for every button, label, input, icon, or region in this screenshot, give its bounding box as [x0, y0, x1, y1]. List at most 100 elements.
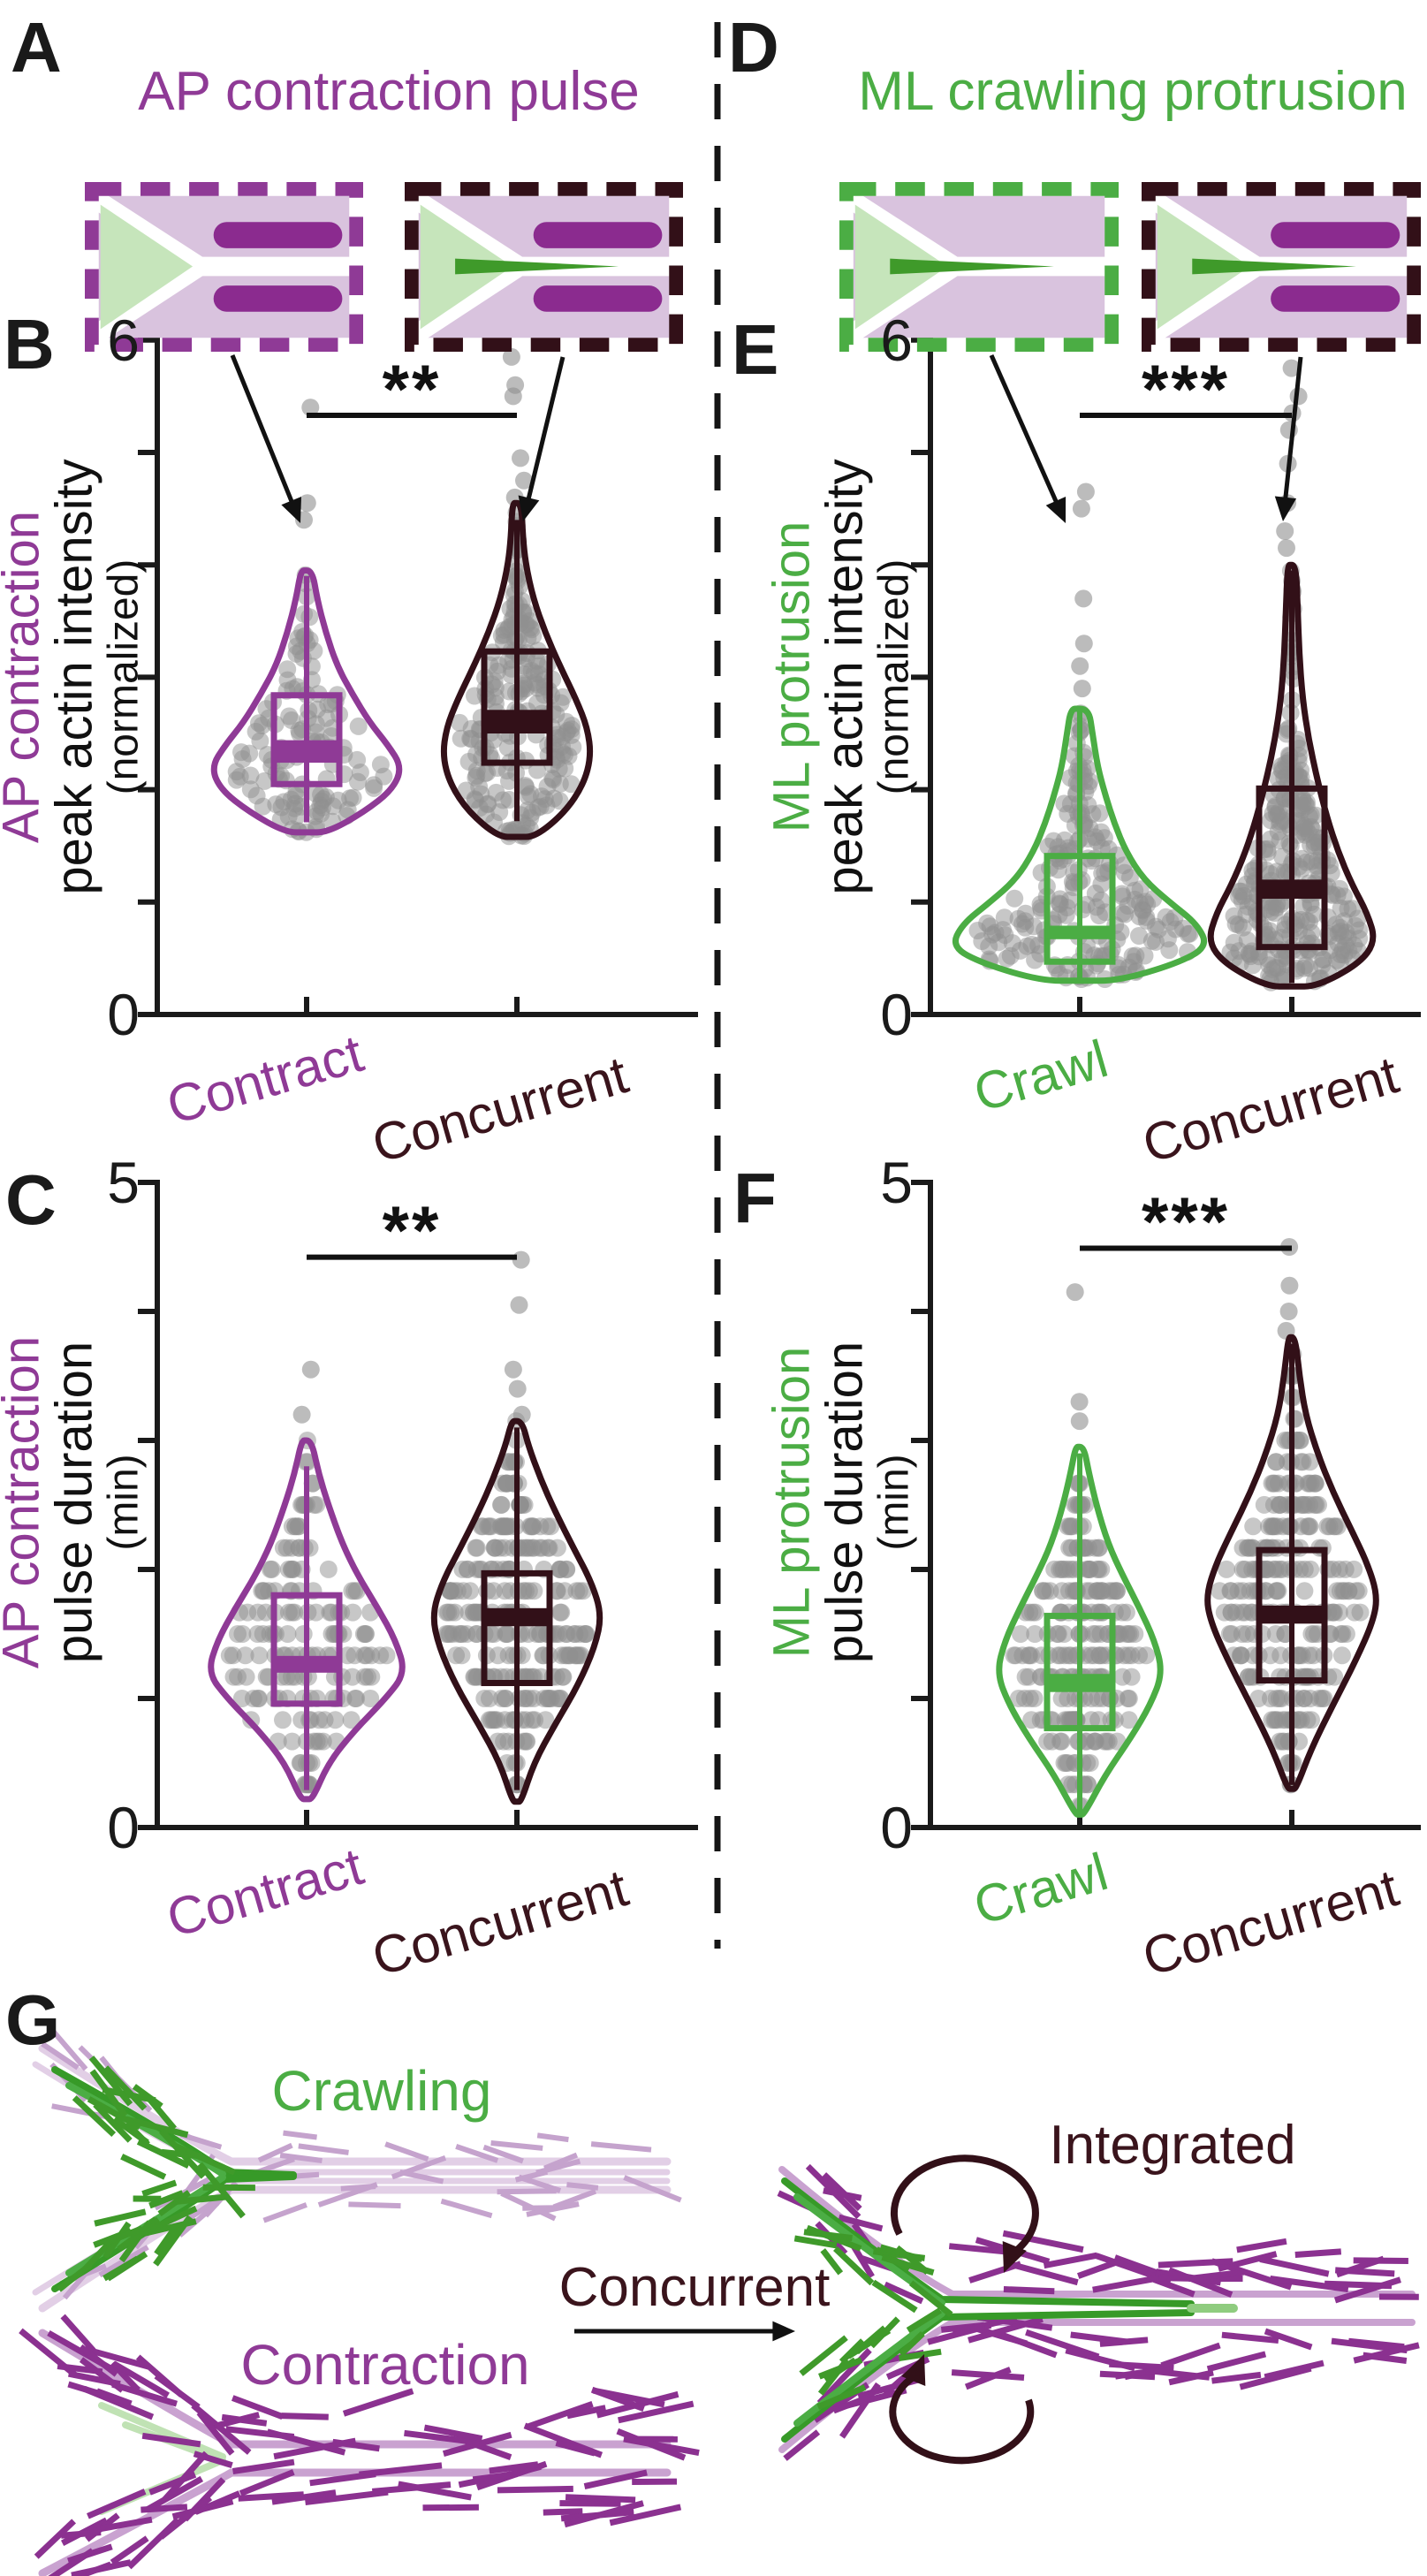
median-band [1259, 879, 1325, 899]
contraction-bar [1271, 285, 1400, 312]
violin-outline [952, 705, 1208, 984]
outlier-dot [1074, 635, 1093, 653]
b-ylabel-line2: peak actin intensity [46, 459, 104, 895]
box [270, 1592, 343, 1707]
g-contraction-art [19, 2314, 700, 2576]
median-band [484, 710, 550, 733]
contraction-bar [213, 285, 343, 312]
c-ymin-label: 0 [107, 1795, 140, 1860]
panel-e-plot [911, 337, 1421, 1017]
outlier-dot [1279, 1303, 1298, 1320]
outlier-dot [1066, 1283, 1084, 1302]
g-integrated-label: Integrated [1049, 2115, 1296, 2176]
axes-C [138, 1180, 698, 1830]
violin-concurrent-e [1207, 359, 1377, 992]
median-band [274, 740, 339, 764]
outlier-dot [1276, 522, 1294, 540]
g-crawling-art [32, 2027, 682, 2313]
violin-outline [996, 1443, 1164, 1818]
schematic-arrows [230, 353, 1303, 523]
violin-concurrent-f [1204, 1238, 1379, 1794]
f-y-axis-label: ML protrusion pulse duration (min) [763, 1341, 918, 1664]
violin-outline [1207, 561, 1377, 990]
outlier-dot [508, 1379, 527, 1398]
outlier-dot [506, 376, 525, 394]
median-band [484, 1607, 550, 1627]
f-significance: *** [1141, 1182, 1231, 1260]
outlier-dot [1070, 1393, 1089, 1411]
contraction-bar [1271, 222, 1400, 248]
outlier-dot [512, 449, 529, 467]
axes-F [911, 1180, 1421, 1830]
f-ymax-label: 5 [880, 1150, 913, 1215]
box [481, 1569, 553, 1686]
protrusion-spike [1192, 258, 1356, 275]
schematic-box-contract-pulse-cell [85, 182, 363, 353]
outlier-dot [298, 494, 316, 513]
e-ylabel-line3: (normalized) [870, 559, 918, 795]
data-dots [968, 483, 1199, 988]
violin-concurrent-b [440, 347, 594, 846]
panel-letter-g: G [5, 1980, 61, 2059]
outlier-dot [1074, 589, 1093, 608]
outlier-dot [1076, 483, 1095, 501]
violin-outline [208, 1437, 406, 1803]
box [481, 648, 553, 766]
axes-B [138, 337, 698, 1017]
violin-outline [1204, 1334, 1379, 1792]
outlier-dot [1278, 539, 1295, 558]
c-ylabel-line1: AP contraction [0, 1335, 50, 1669]
panel-b-plot [138, 337, 698, 1017]
median-band [1259, 1605, 1325, 1624]
outlier-dot [301, 399, 320, 417]
e-y-axis-label: ML protrusion peak actin intensity (norm… [763, 459, 918, 894]
outlier-dot [1073, 680, 1091, 698]
box [1044, 853, 1116, 965]
data-dots [227, 399, 393, 841]
outlier-dot [1280, 1276, 1299, 1295]
c-y-axis-label: AP contraction pulse duration (min) [0, 1335, 148, 1669]
b-ylabel-line1: AP contraction [0, 510, 50, 844]
violin-outline [430, 1417, 603, 1805]
outlier-dot [515, 471, 533, 490]
protrusion-spike [890, 258, 1054, 275]
panel-f-plot [911, 1180, 1421, 1830]
g-integrated-art [777, 2154, 1420, 2465]
axes-E [911, 337, 1421, 1017]
schematic-box-concurrent-cell-ap [405, 182, 683, 353]
e-ylabel-line1: ML protrusion [763, 521, 821, 833]
box [270, 692, 343, 787]
g-concurrent-arrow [574, 2321, 795, 2342]
integration-loop-top [890, 2154, 1039, 2257]
violin-outline [440, 499, 594, 840]
outlier-dot [301, 1360, 320, 1379]
violin-contract-b [210, 399, 403, 841]
outlier-dot [1282, 359, 1301, 377]
c-ylabel-line3: (min) [100, 1454, 148, 1551]
box [1044, 1613, 1116, 1732]
panel-c-plot [138, 1180, 698, 1830]
outlier-dot [504, 1360, 522, 1379]
violin-contract-c [208, 1360, 406, 1803]
contraction-bar [533, 285, 663, 312]
protrusion-spike [455, 258, 619, 275]
panel-letter-c: C [5, 1160, 57, 1239]
f-ylabel-line1: ML protrusion [763, 1346, 821, 1659]
median-band [274, 1655, 339, 1673]
outlier-dot [510, 1296, 528, 1314]
panel-a-title: AP contraction pulse [138, 61, 640, 122]
violin-concurrent-c [430, 1250, 603, 1805]
g-crawling-label: Crawling [271, 2059, 492, 2123]
c-ymax-label: 5 [107, 1150, 140, 1215]
b-ymax-label: 6 [107, 308, 140, 373]
f-ylabel-line2: pulse duration [816, 1341, 875, 1664]
panel-letter-d: D [728, 8, 779, 87]
crawl-front [100, 204, 194, 330]
outlier-dot [1070, 1412, 1089, 1431]
f-ylabel-line3: (min) [870, 1454, 918, 1551]
c-significance: ** [382, 1191, 442, 1269]
b-ymin-label: 0 [107, 982, 140, 1047]
violin-outline [210, 567, 403, 836]
